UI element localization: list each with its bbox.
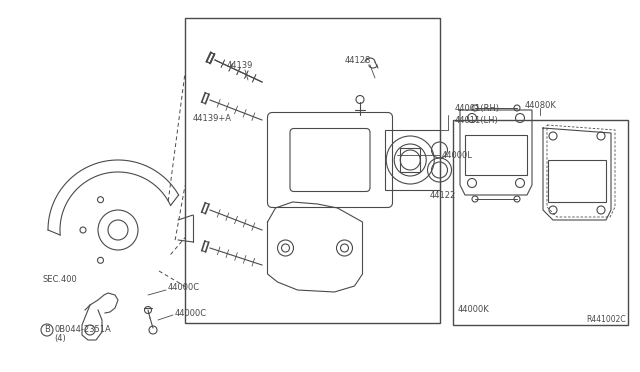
Bar [548,160,606,202]
Bar [400,148,420,172]
Bar [453,120,628,325]
Text: 44001(RH): 44001(RH) [455,103,500,112]
Text: 44139+A: 44139+A [193,113,232,122]
Text: 44122: 44122 [429,190,456,199]
Text: R441002C: R441002C [586,315,626,324]
Text: 44000L: 44000L [442,151,473,160]
Text: 44000K: 44000K [458,305,490,314]
Text: 44139: 44139 [227,61,253,70]
Text: 44000C: 44000C [175,310,207,318]
Text: 0B044-2351A: 0B044-2351A [54,326,111,334]
Bar [465,135,527,175]
Bar [185,18,440,323]
Text: 44000C: 44000C [168,283,200,292]
Text: B: B [44,326,50,334]
Text: (4): (4) [54,334,66,343]
Bar [385,130,440,190]
Text: SEC.400: SEC.400 [42,276,77,285]
Text: 44080K: 44080K [525,100,556,109]
Text: 44011(LH): 44011(LH) [455,115,499,125]
Text: 44128: 44128 [345,55,371,64]
